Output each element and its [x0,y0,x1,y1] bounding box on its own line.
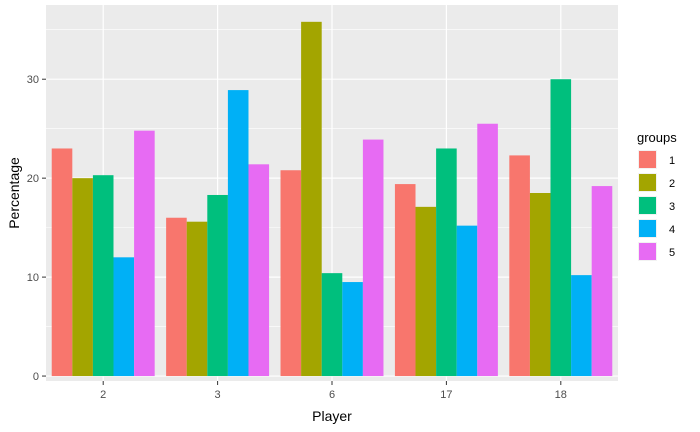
y-tick-label: 30 [27,74,39,86]
bar-player-17-group-2 [415,206,437,377]
x-tick-label: 6 [329,389,335,401]
bar-player-6-group-1 [280,170,302,377]
legend-label-1: 1 [669,155,675,167]
bar-player-6-group-2 [301,21,322,377]
legend-label-2: 2 [669,178,675,190]
legend-title: groups [637,130,677,145]
legend: groups 1 2 3 4 5 [637,130,677,261]
bar-player-18-group-1 [509,155,530,377]
y-axis-title: Percentage [6,157,22,229]
legend-label-4: 4 [669,224,675,236]
legend-key-2 [639,174,656,191]
x-tick-label: 18 [555,389,567,401]
bar-player-6-group-3 [321,273,343,377]
x-axis-title: Player [312,408,352,424]
bar-player-6-group-5 [362,139,384,377]
bar-player-3-group-2 [186,221,208,377]
legend-key-3 [639,197,656,214]
x-axis: 2 3 6 17 18 [100,381,567,401]
bar-player-6-group-4 [342,282,363,377]
bar-player-2-group-2 [72,178,93,377]
bar-player-18-group-2 [529,193,551,377]
bar-player-3-group-1 [166,217,187,377]
bar-player-3-group-5 [248,164,270,377]
bar-player-3-group-4 [227,90,249,377]
bar-player-18-group-4 [571,275,592,377]
x-tick-label: 3 [215,389,221,401]
y-tick-label: 10 [27,272,39,284]
legend-key-1 [639,151,656,168]
legend-key-5 [639,243,656,260]
y-axis: 0 10 20 30 [27,74,46,383]
bar-player-18-group-3 [550,79,572,377]
x-tick-label: 17 [440,389,452,401]
legend-key-4 [639,220,656,237]
y-tick-label: 0 [33,371,39,383]
bars [51,21,613,377]
bar-player-17-group-5 [477,123,498,377]
bar-player-2-group-3 [92,175,114,377]
bar-player-17-group-4 [456,225,478,377]
bar-player-2-group-1 [51,148,73,377]
legend-label-5: 5 [669,247,675,259]
x-tick-label: 2 [100,389,106,401]
bar-player-17-group-3 [436,148,457,377]
y-tick-label: 20 [27,173,39,185]
bar-player-17-group-1 [394,184,416,377]
bar-player-2-group-4 [113,257,135,377]
bar-player-18-group-5 [591,186,613,377]
legend-label-3: 3 [669,201,675,213]
bar-player-2-group-5 [134,130,155,377]
bar-player-3-group-3 [207,194,228,377]
